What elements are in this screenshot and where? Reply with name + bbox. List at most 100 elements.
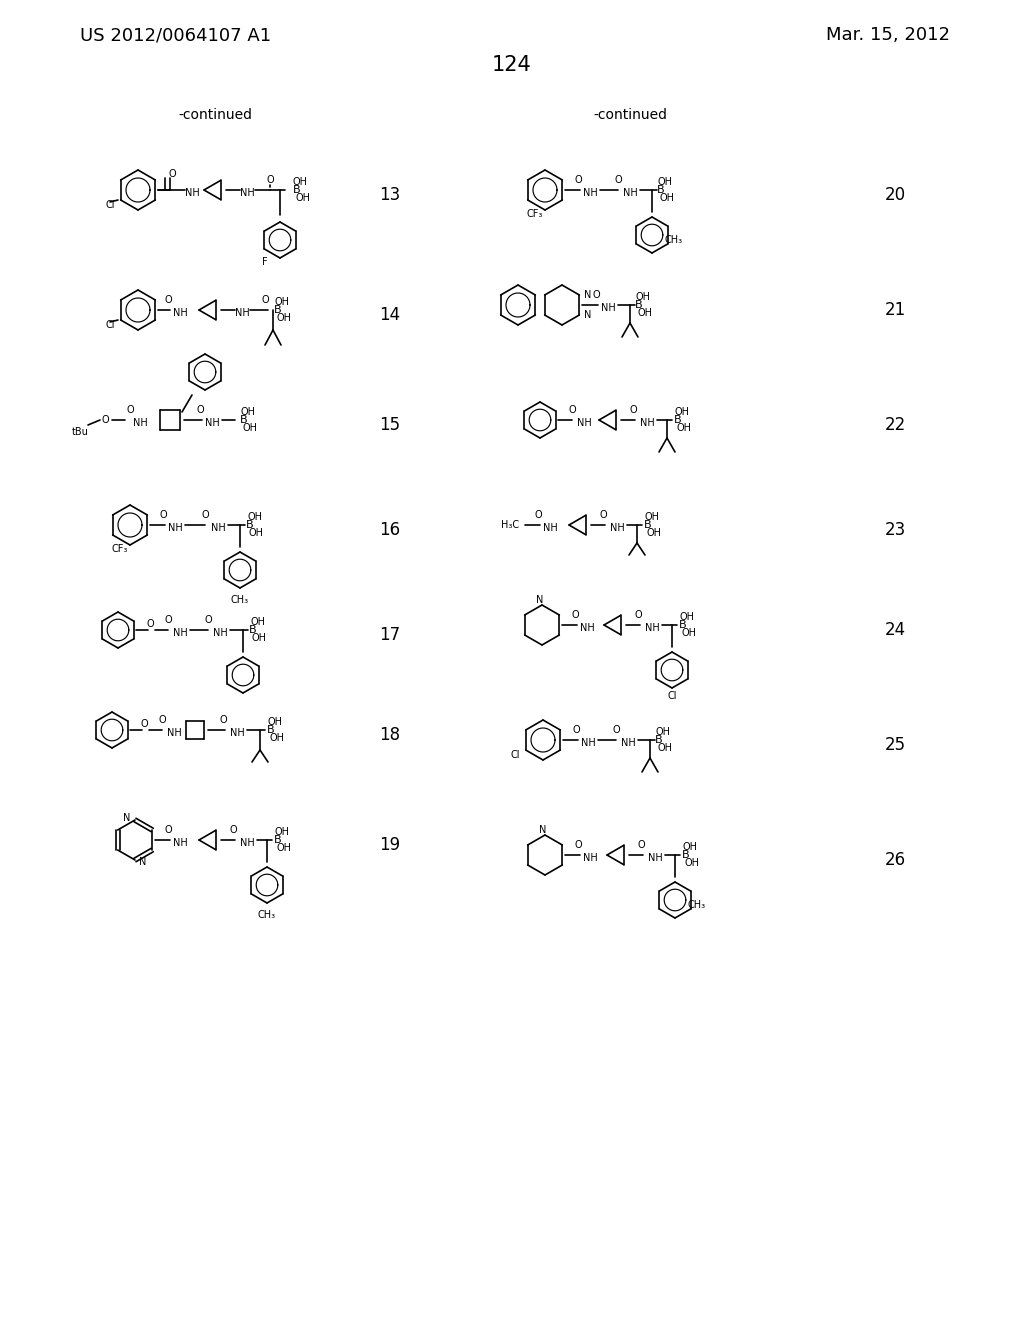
Text: O: O bbox=[572, 725, 580, 735]
Text: 16: 16 bbox=[380, 521, 400, 539]
Text: O: O bbox=[164, 294, 172, 305]
Text: OH: OH bbox=[296, 193, 310, 203]
Text: 124: 124 bbox=[493, 55, 531, 75]
Text: O: O bbox=[126, 405, 134, 414]
Text: OH: OH bbox=[248, 512, 262, 521]
Text: NH: NH bbox=[577, 418, 592, 428]
Text: OH: OH bbox=[274, 297, 290, 308]
Text: O: O bbox=[164, 825, 172, 836]
Text: OH: OH bbox=[682, 628, 696, 638]
Text: NH: NH bbox=[623, 187, 637, 198]
Text: NH: NH bbox=[609, 523, 625, 533]
Text: O: O bbox=[159, 510, 167, 520]
Text: 20: 20 bbox=[885, 186, 905, 205]
Text: CH₃: CH₃ bbox=[665, 235, 683, 246]
Text: OH: OH bbox=[684, 858, 699, 869]
Text: OH: OH bbox=[269, 733, 285, 743]
Text: 15: 15 bbox=[380, 416, 400, 434]
Text: NH: NH bbox=[173, 628, 187, 638]
Text: O: O bbox=[229, 825, 237, 836]
Text: B: B bbox=[293, 185, 301, 195]
Text: CH₃: CH₃ bbox=[688, 900, 707, 909]
Text: B: B bbox=[679, 620, 687, 630]
Text: H₃C: H₃C bbox=[501, 520, 519, 531]
Text: OH: OH bbox=[274, 828, 290, 837]
Text: tBu: tBu bbox=[72, 426, 88, 437]
Text: B: B bbox=[274, 305, 282, 315]
Text: OH: OH bbox=[683, 842, 697, 851]
Text: OH: OH bbox=[657, 743, 673, 752]
Text: -continued: -continued bbox=[593, 108, 667, 121]
Text: O: O bbox=[158, 715, 166, 725]
Text: NH: NH bbox=[583, 853, 597, 863]
Text: NH: NH bbox=[205, 418, 219, 428]
Text: O: O bbox=[261, 294, 269, 305]
Text: O: O bbox=[634, 610, 642, 620]
Text: NH: NH bbox=[211, 523, 225, 533]
Text: B: B bbox=[246, 520, 254, 531]
Text: N: N bbox=[584, 290, 591, 300]
Text: 23: 23 bbox=[885, 521, 905, 539]
Text: NH: NH bbox=[240, 838, 254, 847]
Text: 17: 17 bbox=[380, 626, 400, 644]
Text: N: N bbox=[537, 595, 544, 605]
Text: 18: 18 bbox=[380, 726, 400, 744]
Text: Mar. 15, 2012: Mar. 15, 2012 bbox=[826, 26, 950, 44]
Text: F: F bbox=[262, 257, 268, 267]
Text: NH: NH bbox=[168, 523, 182, 533]
Text: NH: NH bbox=[173, 838, 187, 847]
Text: 22: 22 bbox=[885, 416, 905, 434]
Text: NH: NH bbox=[167, 729, 181, 738]
Text: OH: OH bbox=[276, 843, 292, 853]
Text: NH: NH bbox=[543, 523, 557, 533]
Text: B: B bbox=[267, 725, 274, 735]
Text: OH: OH bbox=[251, 616, 265, 627]
Text: OH: OH bbox=[680, 612, 694, 622]
Text: OH: OH bbox=[644, 512, 659, 521]
Text: NH: NH bbox=[581, 738, 595, 748]
Text: O: O bbox=[219, 715, 226, 725]
Text: Cl: Cl bbox=[668, 690, 677, 701]
Text: O: O bbox=[612, 725, 620, 735]
Text: O: O bbox=[140, 719, 147, 729]
Text: OH: OH bbox=[267, 717, 283, 727]
Text: B: B bbox=[241, 414, 248, 425]
Text: NH: NH bbox=[133, 418, 147, 428]
Text: 21: 21 bbox=[885, 301, 905, 319]
Text: CF₃: CF₃ bbox=[112, 544, 128, 554]
Text: O: O bbox=[204, 615, 212, 624]
Text: O: O bbox=[614, 176, 622, 185]
Text: OH: OH bbox=[276, 313, 292, 323]
Text: N: N bbox=[139, 857, 146, 867]
Text: OH: OH bbox=[675, 407, 689, 417]
Text: Cl: Cl bbox=[105, 201, 115, 210]
Text: NH: NH bbox=[645, 623, 659, 634]
Text: O: O bbox=[535, 510, 542, 520]
Text: NH: NH bbox=[234, 308, 250, 318]
Text: -continued: -continued bbox=[178, 108, 252, 121]
Text: N: N bbox=[584, 310, 591, 319]
Text: NH: NH bbox=[213, 628, 227, 638]
Text: Cl: Cl bbox=[105, 319, 115, 330]
Text: O: O bbox=[146, 619, 154, 630]
Text: O: O bbox=[592, 290, 600, 300]
Text: B: B bbox=[635, 300, 643, 310]
Text: B: B bbox=[644, 520, 652, 531]
Text: B: B bbox=[682, 850, 690, 861]
Text: 13: 13 bbox=[379, 186, 400, 205]
Text: O: O bbox=[101, 414, 109, 425]
Text: O: O bbox=[201, 510, 209, 520]
Text: O: O bbox=[629, 405, 637, 414]
Text: OH: OH bbox=[638, 308, 652, 318]
Text: 14: 14 bbox=[380, 306, 400, 323]
Text: O: O bbox=[164, 615, 172, 624]
Text: OH: OH bbox=[659, 193, 675, 203]
Text: OH: OH bbox=[252, 634, 266, 643]
Text: CH₃: CH₃ bbox=[231, 595, 249, 605]
Text: OH: OH bbox=[293, 177, 307, 187]
Text: OH: OH bbox=[636, 292, 650, 302]
Text: OH: OH bbox=[657, 177, 673, 187]
Text: CF₃: CF₃ bbox=[526, 209, 543, 219]
Text: O: O bbox=[197, 405, 204, 414]
Text: NH: NH bbox=[240, 187, 254, 198]
